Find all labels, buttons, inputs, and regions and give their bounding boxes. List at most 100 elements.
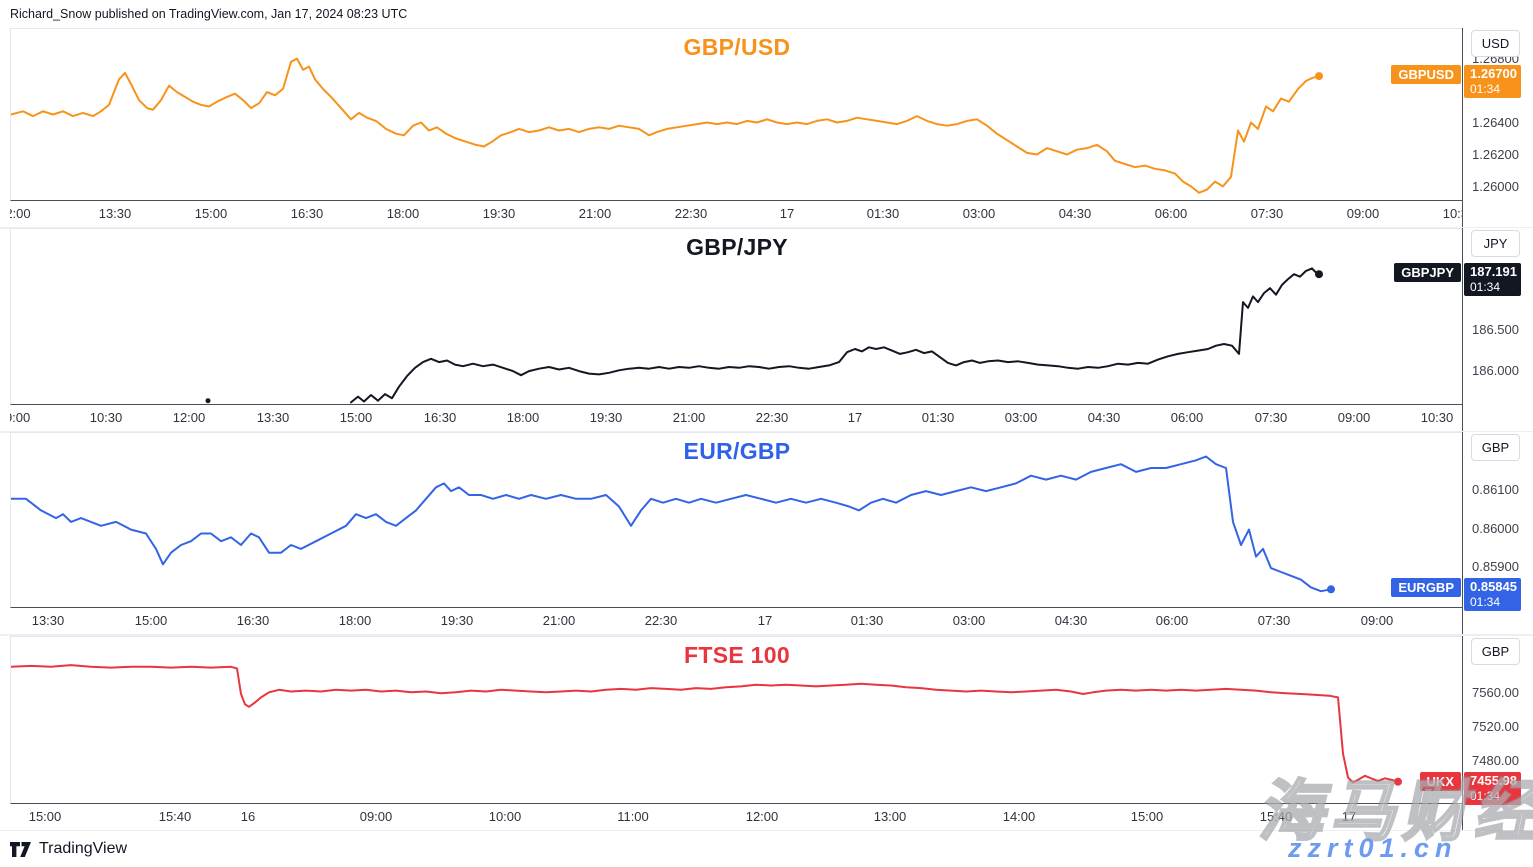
gbpjpy-line-chart <box>205 267 1323 404</box>
last-price-box: 1.26700 01:34 <box>1464 65 1521 99</box>
time-tick: 17 <box>779 206 795 221</box>
tradingview-brand-text: TradingView <box>39 840 128 857</box>
time-tick: 04:30 <box>1054 613 1088 628</box>
time-tick: 21:00 <box>542 613 576 628</box>
time-tick: 13:30 <box>256 410 290 425</box>
bar-countdown: 01:34 <box>1470 595 1501 610</box>
currency-chip-usd: USD <box>1471 30 1520 57</box>
time-tick: 11:00 <box>617 809 649 824</box>
time-tick: 13:30 <box>98 206 132 221</box>
time-tick: 10:30 <box>1442 206 1462 221</box>
last-price: 187.191 <box>1470 264 1517 280</box>
plot-area-gbpusd[interactable]: GBP/USD <box>10 28 1463 201</box>
time-tick: 09:00 <box>1337 410 1371 425</box>
time-tick: 12:00 <box>745 809 779 824</box>
time-tick: 16 <box>240 809 256 824</box>
pane-gbpjpy: GBP/JPY 09:00 10:30 12:00 13:30 15:00 16:30 18… <box>0 228 1533 431</box>
time-tick: 21:00 <box>578 206 612 221</box>
time-tick: 09:00 <box>1346 206 1380 221</box>
bar-countdown: 01:34 <box>1470 82 1501 97</box>
symbol-label: EURGBP <box>1391 578 1461 598</box>
time-tick: 03:00 <box>1004 410 1038 425</box>
price-tick: 1.26000 <box>1472 179 1519 194</box>
price-tick: 1.26200 <box>1472 147 1519 163</box>
time-tick: 22:30 <box>755 410 789 425</box>
time-tick: 13:30 <box>31 613 65 628</box>
time-tick: 19:30 <box>440 613 474 628</box>
time-tick: 16:30 <box>290 206 324 221</box>
chart-title-ftse100: FTSE 100 <box>684 642 790 668</box>
pane-ftse100: FTSE 100 15:00 15:40 16 09:00 10:00 11:00 12:0… <box>0 636 1533 830</box>
bar-countdown: 01:34 <box>1470 280 1501 295</box>
time-axis-gbpusd[interactable]: 2:00 13:30 15:00 16:30 18:00 19:30 21:00 22:30 1… <box>10 200 1462 227</box>
symbol-label: GBPUSD <box>1391 65 1461 85</box>
currency-chip-gbp: GBP <box>1471 434 1520 461</box>
time-tick: 09:00 <box>10 410 31 425</box>
time-tick: 09:00 <box>359 809 393 824</box>
time-tick: 18:00 <box>338 613 372 628</box>
last-price: 0.85845 <box>1470 579 1517 595</box>
price-scale-ftse100[interactable]: 7480.00 7520.00 7560.00 GBP UKX 7455.98 01… <box>1419 636 1533 830</box>
last-price: 1.26700 <box>1470 66 1517 82</box>
time-tick: 15:40 <box>158 809 192 824</box>
time-tick: 04:30 <box>1058 206 1092 221</box>
last-price-box: 7455.98 01:34 <box>1464 771 1521 805</box>
time-tick: 06:00 <box>1155 613 1189 628</box>
time-tick: 07:30 <box>1250 206 1284 221</box>
time-tick: 19:30 <box>589 410 623 425</box>
time-tick: 15:00 <box>134 613 168 628</box>
tradingview-link[interactable]: TradingView <box>10 840 127 858</box>
price-tick: 7520.00 <box>1472 719 1519 735</box>
ftse100-line-chart <box>11 664 1402 786</box>
currency-chip-jpy: JPY <box>1471 230 1520 257</box>
time-tick: 15:00 <box>194 206 228 221</box>
time-tick: 17 <box>757 613 773 628</box>
price-tick: 0.86000 <box>1472 520 1519 536</box>
publication-header: Richard_Snow published on TradingView.co… <box>0 0 1533 28</box>
time-axis-ftse100[interactable]: 15:00 15:40 16 09:00 10:00 11:00 12:00 13:00 14:… <box>10 803 1462 830</box>
time-tick: 03:00 <box>962 206 996 221</box>
time-tick: 17 <box>847 410 863 425</box>
last-price-box: 187.191 01:34 <box>1464 263 1521 297</box>
time-tick: 10:30 <box>1420 410 1454 425</box>
eurgbp-line-chart <box>11 455 1335 594</box>
time-tick: 04:30 <box>1087 410 1121 425</box>
time-tick: 09:00 <box>1360 613 1394 628</box>
time-tick: 15:00 <box>339 410 373 425</box>
time-tick: 14:00 <box>1002 809 1036 824</box>
time-tick: 03:00 <box>952 613 986 628</box>
price-tick: 0.86100 <box>1472 482 1519 498</box>
footer-bar: TradingView <box>0 830 1533 867</box>
tradingview-logo-icon <box>10 841 31 857</box>
time-tick: 13:00 <box>873 809 907 824</box>
time-tick: 07:30 <box>1257 613 1291 628</box>
gbpusd-line-chart <box>11 57 1323 194</box>
plot-area-gbpjpy[interactable]: GBP/JPY <box>10 228 1463 405</box>
price-tick: 1.26400 <box>1472 115 1519 131</box>
plot-area-eurgbp[interactable]: EUR/GBP <box>10 432 1463 608</box>
chart-title-gbpjpy: GBP/JPY <box>686 234 788 260</box>
time-tick: 18:00 <box>386 206 420 221</box>
time-tick: 01:30 <box>866 206 900 221</box>
time-tick: 16:30 <box>423 410 457 425</box>
pane-gbpusd: GBP/USD 2:00 13:30 15:00 16:30 18:00 19:30 21:… <box>0 28 1533 227</box>
currency-chip-gbp: GBP <box>1471 638 1520 665</box>
pane-separator <box>0 634 1533 636</box>
plot-area-ftse100[interactable]: FTSE 100 <box>10 636 1463 804</box>
time-tick: 2:00 <box>10 206 31 221</box>
price-scale-eurgbp[interactable]: 0.85900 0.86000 0.86100 GBP EURGBP 0.85845… <box>1391 432 1533 634</box>
time-tick: 10:00 <box>488 809 522 824</box>
time-tick: 15:40 <box>1259 809 1293 824</box>
last-price: 7455.98 <box>1470 772 1517 788</box>
chart-title-gbpusd: GBP/USD <box>683 34 791 60</box>
symbol-label: GBPJPY <box>1394 263 1461 283</box>
time-axis-gbpjpy[interactable]: 09:00 10:30 12:00 13:30 15:00 16:30 18:00 19:30… <box>10 404 1462 431</box>
symbol-label: UKX <box>1419 771 1461 791</box>
time-tick: 18:00 <box>506 410 540 425</box>
time-tick: 19:30 <box>482 206 516 221</box>
time-axis-eurgbp[interactable]: 13:30 15:00 16:30 18:00 19:30 21:00 22:30 17 01:… <box>10 607 1462 634</box>
price-tick: 0.85900 <box>1472 559 1519 575</box>
time-tick: 10:30 <box>89 410 123 425</box>
